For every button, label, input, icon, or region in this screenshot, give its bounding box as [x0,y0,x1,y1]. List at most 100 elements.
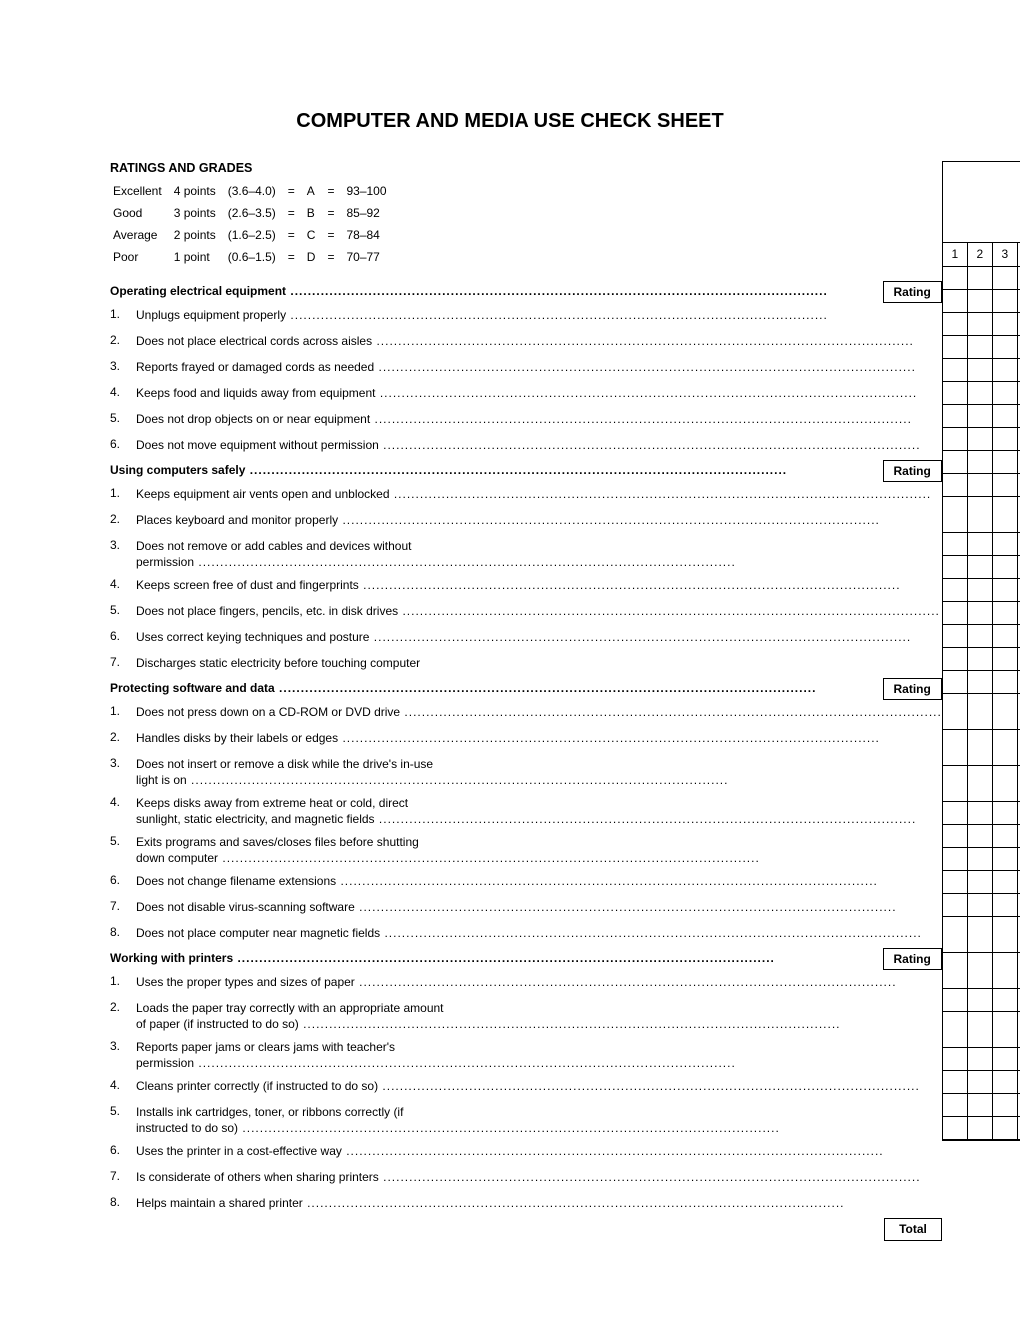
rating-cell[interactable] [968,556,993,579]
rating-cell[interactable] [993,405,1018,428]
rating-cell[interactable] [993,290,1018,313]
rating-cell[interactable] [943,1012,968,1048]
rating-cell[interactable] [968,428,993,451]
rating-cell[interactable] [968,1117,993,1140]
rating-cell[interactable] [943,497,968,533]
rating-cell[interactable] [968,694,993,730]
rating-cell[interactable] [968,267,993,290]
rating-cell[interactable] [993,428,1018,451]
rating-cell[interactable] [993,848,1018,871]
rating-cell[interactable] [968,359,993,382]
rating-cell[interactable] [993,917,1018,953]
rating-cell[interactable] [993,556,1018,579]
rating-cell[interactable] [968,848,993,871]
rating-cell[interactable] [968,474,993,497]
rating-cell[interactable] [993,825,1018,848]
rating-cell[interactable] [993,766,1018,802]
rating-cell[interactable] [993,382,1018,405]
rating-cell[interactable] [943,766,968,802]
rating-cell[interactable] [993,730,1018,766]
rating-cell[interactable] [968,625,993,648]
rating-cell[interactable] [993,953,1018,989]
rating-cell[interactable] [943,359,968,382]
rating-cell[interactable] [943,533,968,556]
rating-cell[interactable] [993,989,1018,1012]
rating-cell[interactable] [943,802,968,825]
rating-cell[interactable] [943,894,968,917]
rating-cell[interactable] [943,556,968,579]
rating-cell[interactable] [968,533,993,556]
rating-cell[interactable] [968,1094,993,1117]
rating-cell[interactable] [943,671,968,694]
rating-cell[interactable] [968,671,993,694]
rating-cell[interactable] [968,871,993,894]
rating-cell[interactable] [993,894,1018,917]
rating-cell[interactable] [993,1012,1018,1048]
rating-cell[interactable] [943,694,968,730]
rating-cell[interactable] [968,382,993,405]
rating-cell[interactable] [968,451,993,474]
rating-cell[interactable] [993,648,1018,671]
rating-cell[interactable] [943,730,968,766]
rating-cell[interactable] [993,671,1018,694]
rating-cell[interactable] [943,848,968,871]
rating-cell[interactable] [968,313,993,336]
rating-cell[interactable] [968,953,993,989]
rating-cell[interactable] [993,267,1018,290]
rating-cell[interactable] [943,825,968,848]
rating-cell[interactable] [993,694,1018,730]
rating-cell[interactable] [943,313,968,336]
rating-cell[interactable] [993,451,1018,474]
rating-cell[interactable] [968,730,993,766]
rating-cell[interactable] [943,405,968,428]
rating-cell[interactable] [943,1048,968,1071]
rating-cell[interactable] [943,290,968,313]
rating-cell[interactable] [993,336,1018,359]
rating-cell[interactable] [993,497,1018,533]
rating-cell[interactable] [993,625,1018,648]
rating-cell[interactable] [943,1117,968,1140]
rating-cell[interactable] [968,336,993,359]
rating-cell[interactable] [993,1094,1018,1117]
rating-cell[interactable] [943,579,968,602]
rating-cell[interactable] [968,802,993,825]
rating-cell[interactable] [943,382,968,405]
rating-cell[interactable] [968,602,993,625]
rating-cell[interactable] [943,953,968,989]
rating-cell[interactable] [993,1071,1018,1094]
rating-cell[interactable] [968,290,993,313]
rating-cell[interactable] [968,648,993,671]
rating-cell[interactable] [968,894,993,917]
rating-cell[interactable] [993,533,1018,556]
rating-cell[interactable] [993,1048,1018,1071]
rating-cell[interactable] [968,1071,993,1094]
rating-cell[interactable] [943,428,968,451]
rating-cell[interactable] [943,451,968,474]
rating-cell[interactable] [993,313,1018,336]
rating-cell[interactable] [943,625,968,648]
rating-cell[interactable] [943,917,968,953]
rating-cell[interactable] [968,579,993,602]
rating-cell[interactable] [943,602,968,625]
rating-cell[interactable] [943,267,968,290]
rating-cell[interactable] [943,1071,968,1094]
rating-cell[interactable] [968,917,993,953]
rating-cell[interactable] [968,825,993,848]
rating-cell[interactable] [943,648,968,671]
rating-cell[interactable] [943,989,968,1012]
rating-cell[interactable] [968,989,993,1012]
rating-cell[interactable] [943,474,968,497]
rating-cell[interactable] [968,766,993,802]
rating-cell[interactable] [993,871,1018,894]
rating-cell[interactable] [968,1048,993,1071]
rating-cell[interactable] [993,359,1018,382]
rating-cell[interactable] [968,497,993,533]
rating-cell[interactable] [943,1094,968,1117]
rating-cell[interactable] [943,871,968,894]
rating-cell[interactable] [993,802,1018,825]
rating-cell[interactable] [968,1012,993,1048]
rating-cell[interactable] [993,602,1018,625]
rating-cell[interactable] [993,1117,1018,1140]
rating-cell[interactable] [968,405,993,428]
rating-cell[interactable] [993,579,1018,602]
